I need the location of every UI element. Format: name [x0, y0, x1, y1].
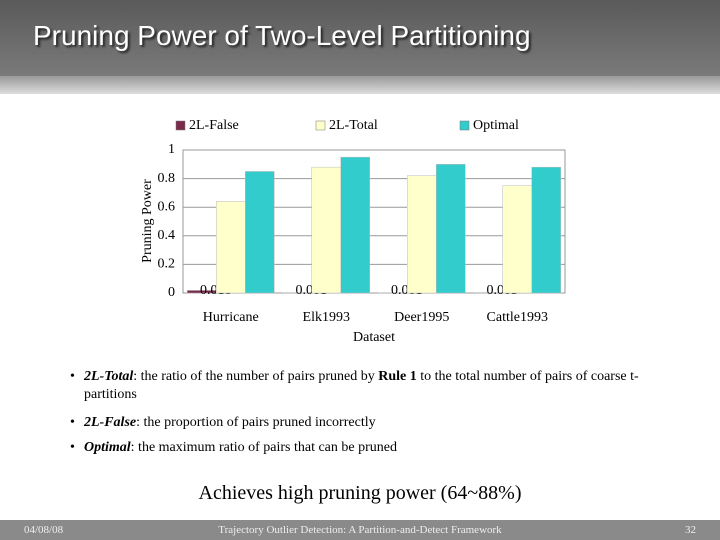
footer-page: 32	[685, 524, 696, 536]
x-tick-label: Cattle1993	[487, 310, 548, 325]
bullet: 2L-False: the proportion of pairs pruned…	[70, 414, 684, 432]
bullet-text: : the maximum ratio of pairs that can be…	[130, 440, 397, 455]
bar	[407, 175, 437, 294]
y-tick-label: 0.6	[158, 199, 176, 214]
y-tick-label: 0.2	[158, 257, 176, 272]
bullet-text: : the ratio of the number of pairs prune…	[133, 369, 379, 384]
x-tick-label: Deer1995	[394, 310, 449, 325]
bar	[502, 185, 532, 294]
x-tick-label: Hurricane	[203, 310, 259, 325]
legend-label: 2L-False	[189, 118, 239, 133]
legend-swatch	[315, 120, 326, 131]
footer-date: 04/08/08	[24, 524, 64, 536]
bullet-text: to the total number of pairs of coarse t…	[84, 369, 639, 402]
bullet-text: : the proportion of pairs pruned incorre…	[136, 415, 376, 430]
bullet: Optimal: the maximum ratio of pairs that…	[70, 439, 684, 457]
legend-label: 2L-Total	[329, 118, 378, 133]
x-axis-label: Dataset	[353, 330, 395, 345]
conclusion: Achieves high pruning power (64~88%)	[198, 482, 522, 504]
bar	[311, 166, 341, 294]
bar	[245, 171, 275, 294]
bullet-text: 2L-Total	[84, 369, 134, 384]
bullet-text: Optimal	[84, 440, 131, 455]
legend-swatch	[175, 120, 186, 131]
bullet: 2L-Total: the ratio of the number of pai…	[70, 368, 684, 404]
footer: 04/08/08 Trajectory Outlier Detection: A…	[0, 520, 720, 540]
x-tick-label: Elk1993	[303, 310, 350, 325]
bar	[216, 201, 246, 294]
bar	[340, 156, 370, 294]
y-tick-label: 0.4	[158, 228, 176, 243]
bar	[436, 164, 466, 294]
bar	[531, 166, 561, 294]
legend-swatch	[459, 120, 470, 131]
bullet-text: Rule 1	[378, 369, 417, 384]
slide-title: Pruning Power of Two-Level Partitioning	[33, 20, 531, 51]
y-axis-label: Pruning Power	[140, 179, 155, 263]
bullet-text: 2L-False	[84, 415, 137, 430]
title-band	[0, 76, 720, 94]
y-tick-label: 0.8	[158, 171, 176, 186]
chart: Pruning Power Dataset 0 0.2 0.4 0.6 0.8 1 2L-F…	[140, 118, 566, 345]
title-bar: Pruning Power of Two-Level Partitioning	[0, 0, 720, 76]
y-tick-label: 0	[168, 285, 175, 300]
legend-label: Optimal	[473, 118, 519, 133]
footer-center: Trajectory Outlier Detection: A Partitio…	[218, 524, 502, 536]
y-tick-label: 1	[168, 142, 175, 157]
